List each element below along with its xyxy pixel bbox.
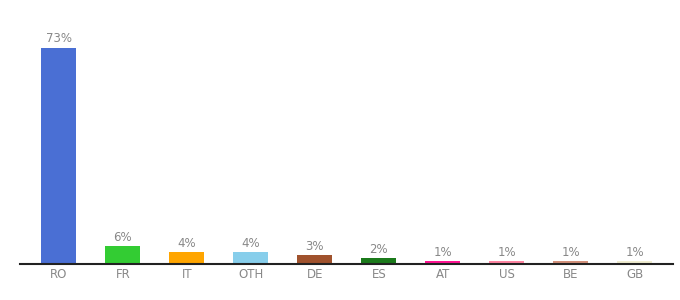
- Text: 1%: 1%: [433, 246, 452, 259]
- Bar: [617, 261, 652, 264]
- Bar: [425, 261, 460, 264]
- Bar: [361, 258, 396, 264]
- Text: 4%: 4%: [177, 237, 196, 250]
- Text: 1%: 1%: [562, 246, 580, 259]
- Text: 1%: 1%: [626, 246, 644, 259]
- Text: 2%: 2%: [369, 243, 388, 256]
- Bar: [489, 261, 524, 264]
- Text: 73%: 73%: [46, 32, 72, 45]
- Bar: [554, 261, 588, 264]
- Text: 1%: 1%: [498, 246, 516, 259]
- Bar: [41, 48, 76, 264]
- Text: 4%: 4%: [241, 237, 260, 250]
- Bar: [169, 252, 205, 264]
- Bar: [105, 246, 140, 264]
- Text: 3%: 3%: [305, 240, 324, 253]
- Bar: [233, 252, 269, 264]
- Bar: [297, 255, 333, 264]
- Text: 6%: 6%: [114, 231, 132, 244]
